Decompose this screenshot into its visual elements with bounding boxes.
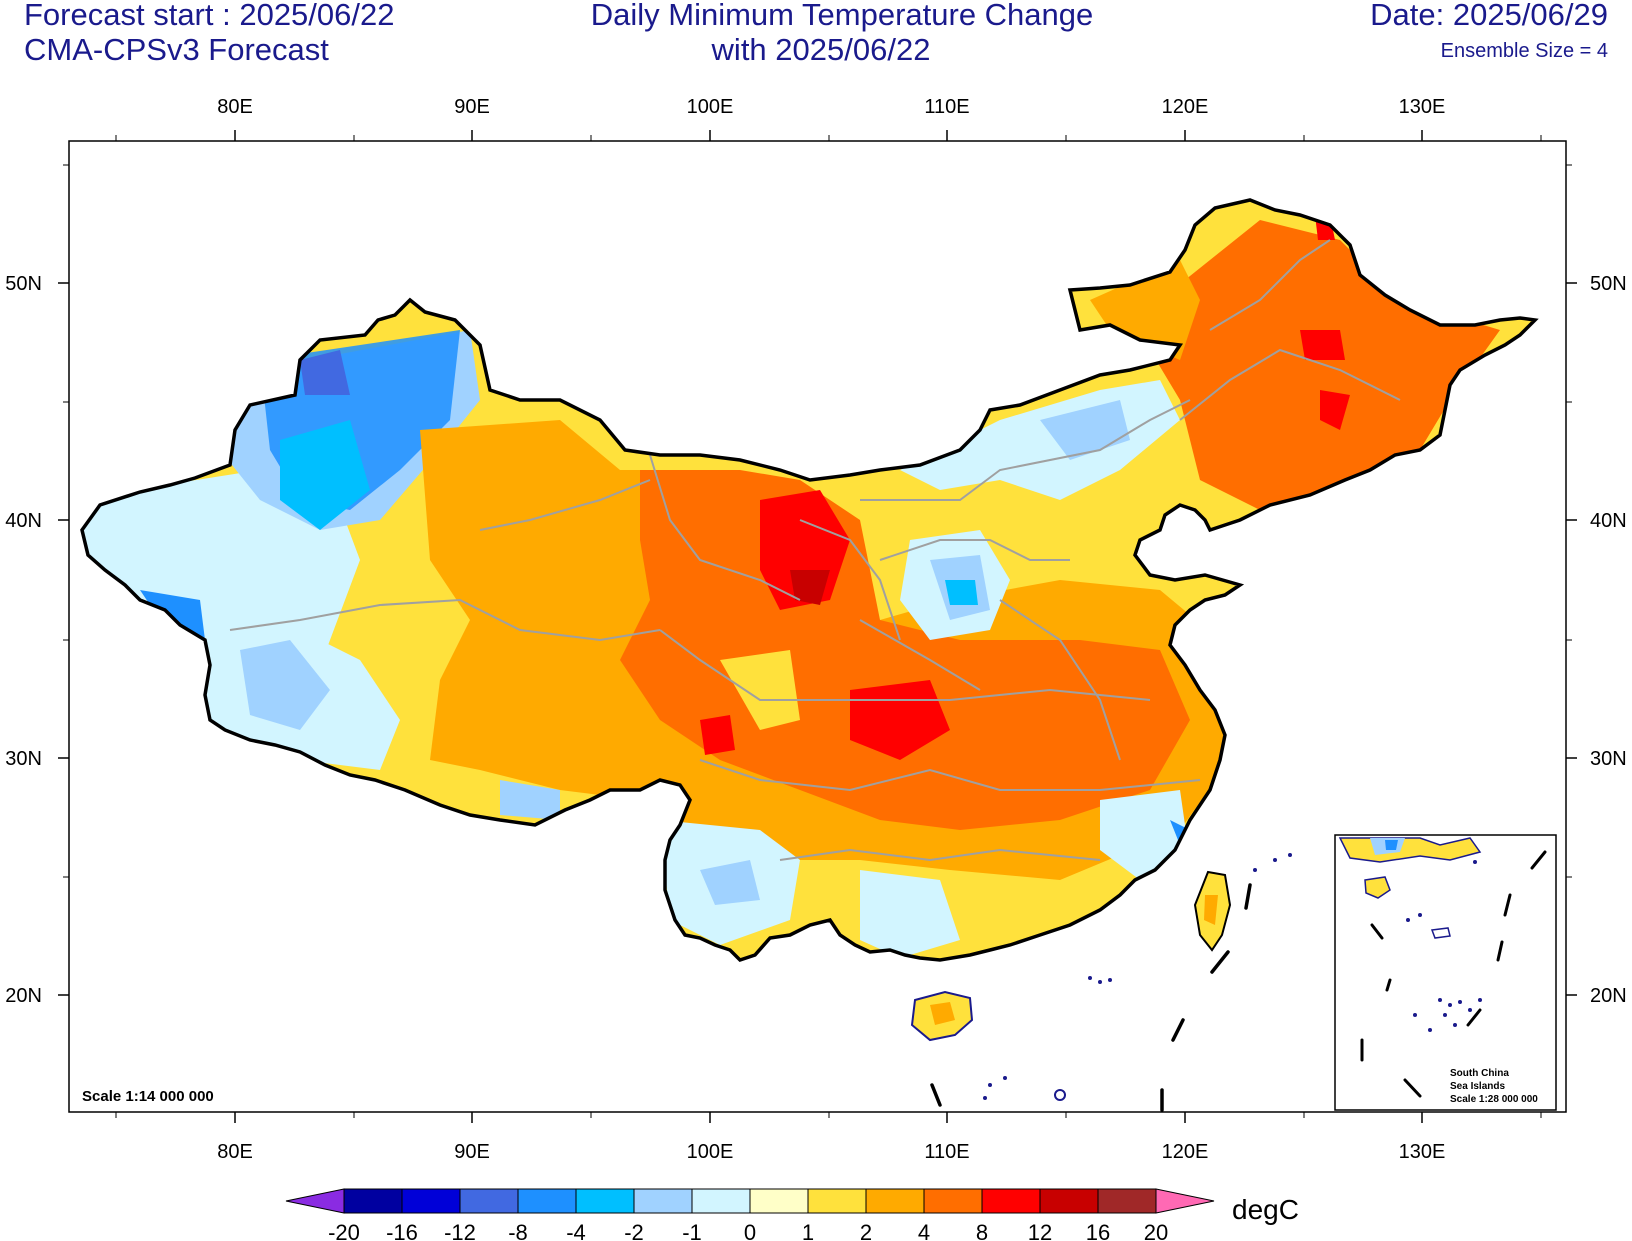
- colorbar-swatch: [981, 1188, 1041, 1214]
- inset-title-line2: Sea Islands: [1450, 1081, 1505, 1092]
- lon-label: 120E: [1162, 96, 1209, 118]
- inset-scale-label: Scale 1:28 000 000: [1450, 1094, 1538, 1105]
- colorbar-swatch: [517, 1188, 577, 1214]
- nine-dash-line: [930, 883, 1252, 1112]
- lat-label: 40N: [1590, 510, 1627, 532]
- colorbar-tick-label: 1: [802, 1220, 814, 1241]
- colorbar-swatch: [807, 1188, 867, 1214]
- map-title-line2: with 2025/06/22: [711, 32, 931, 67]
- frame-minor-ticks: [63, 135, 1572, 1118]
- lat-label: 20N: [1590, 985, 1627, 1007]
- colorbar-tick-label: 12: [1028, 1220, 1052, 1241]
- colorbar-tick-label: -12: [444, 1220, 476, 1241]
- colorbar-swatch: [691, 1188, 751, 1214]
- lat-label: 50N: [5, 273, 42, 295]
- lon-label: 110E: [924, 1141, 969, 1163]
- taiwan-orange-patch: [1204, 895, 1218, 925]
- colorbar-swatch: [1097, 1188, 1157, 1214]
- colorbar-tick-label: -16: [386, 1220, 418, 1241]
- inset-map: [1338, 837, 1547, 1098]
- colorbar-swatch: [459, 1188, 519, 1214]
- lat-label: 30N: [5, 748, 42, 770]
- colorbar-tick-label: 0: [744, 1220, 756, 1241]
- national-border: [80, 198, 1539, 963]
- lon-label: 80E: [217, 1141, 253, 1163]
- lat-label: 40N: [5, 510, 42, 532]
- lat-labels-right: 50N 40N 30N 20N: [1590, 273, 1627, 1007]
- inset-map-box: [1334, 834, 1557, 1111]
- lon-label: 90E: [454, 1141, 490, 1163]
- south-china-sea-islands: [983, 853, 1292, 1101]
- lat-labels-left: 50N 40N 30N 20N: [5, 273, 42, 1007]
- colorbar-tick-label: 8: [976, 1220, 988, 1241]
- colorbar-low-arrow: [285, 1188, 345, 1214]
- valid-date-label: Date: 2025/06/29: [1370, 0, 1608, 32]
- lon-label: 100E: [687, 96, 734, 118]
- colorbar-tick-label: -8: [508, 1220, 528, 1241]
- lon-labels-top: 80E 90E 100E 110E 120E 130E: [217, 96, 1445, 118]
- colorbar-swatch: [749, 1188, 809, 1214]
- colorbar-swatch: [865, 1188, 925, 1214]
- hainan-orange-patch: [930, 1002, 955, 1025]
- frame-ticks: [58, 130, 1577, 1123]
- colorbar-swatch: [343, 1188, 403, 1214]
- lon-label: 120E: [1162, 1141, 1209, 1163]
- colorbar: -20 -16 -12 -8 -4 -2 -1 0 1 2 4 8 12 16 20: [285, 1188, 1215, 1241]
- lat-label: 50N: [1590, 273, 1627, 295]
- lat-label: 20N: [5, 985, 42, 1007]
- colorbar-tick-label: -4: [566, 1220, 586, 1241]
- colorbar-unit-label: degC: [1232, 1194, 1299, 1225]
- inset-title-line1: South China: [1450, 1068, 1509, 1079]
- colorbar-tick-label: 16: [1086, 1220, 1110, 1241]
- lon-label: 100E: [687, 1141, 734, 1163]
- model-name-label: CMA-CPSv3 Forecast: [24, 32, 329, 67]
- ensemble-size-label: Ensemble Size = 4: [1440, 40, 1608, 62]
- colorbar-tick-label: -2: [624, 1220, 644, 1241]
- province-boundaries: [229, 239, 1401, 862]
- colorbar-swatch: [575, 1188, 635, 1214]
- map-title-line1: Daily Minimum Temperature Change: [590, 0, 1094, 32]
- map-scale-label: Scale 1:14 000 000: [82, 1088, 214, 1105]
- forecast-start-label: Forecast start : 2025/06/22: [24, 0, 395, 32]
- colorbar-high-arrow: [1155, 1188, 1215, 1214]
- colorbar-swatch: [923, 1188, 983, 1214]
- colorbar-tick-label: -20: [328, 1220, 360, 1241]
- colorbar-tick-label: 2: [860, 1220, 872, 1241]
- lon-label: 110E: [924, 96, 969, 118]
- lon-label: 130E: [1399, 96, 1446, 118]
- lat-label: 30N: [1590, 748, 1627, 770]
- lon-label: 80E: [217, 96, 253, 118]
- lon-labels-bottom: 80E 90E 100E 110E 120E 130E: [217, 1141, 1445, 1163]
- lon-label: 90E: [454, 96, 490, 118]
- lon-label: 130E: [1399, 1141, 1446, 1163]
- colorbar-tick-label: 20: [1144, 1220, 1168, 1241]
- colorbar-tick-label: 4: [918, 1220, 930, 1241]
- colorbar-tick-label: -1: [682, 1220, 702, 1241]
- colorbar-swatch: [401, 1188, 461, 1214]
- colorbar-swatch: [1039, 1188, 1099, 1214]
- colorbar-swatch: [633, 1188, 693, 1214]
